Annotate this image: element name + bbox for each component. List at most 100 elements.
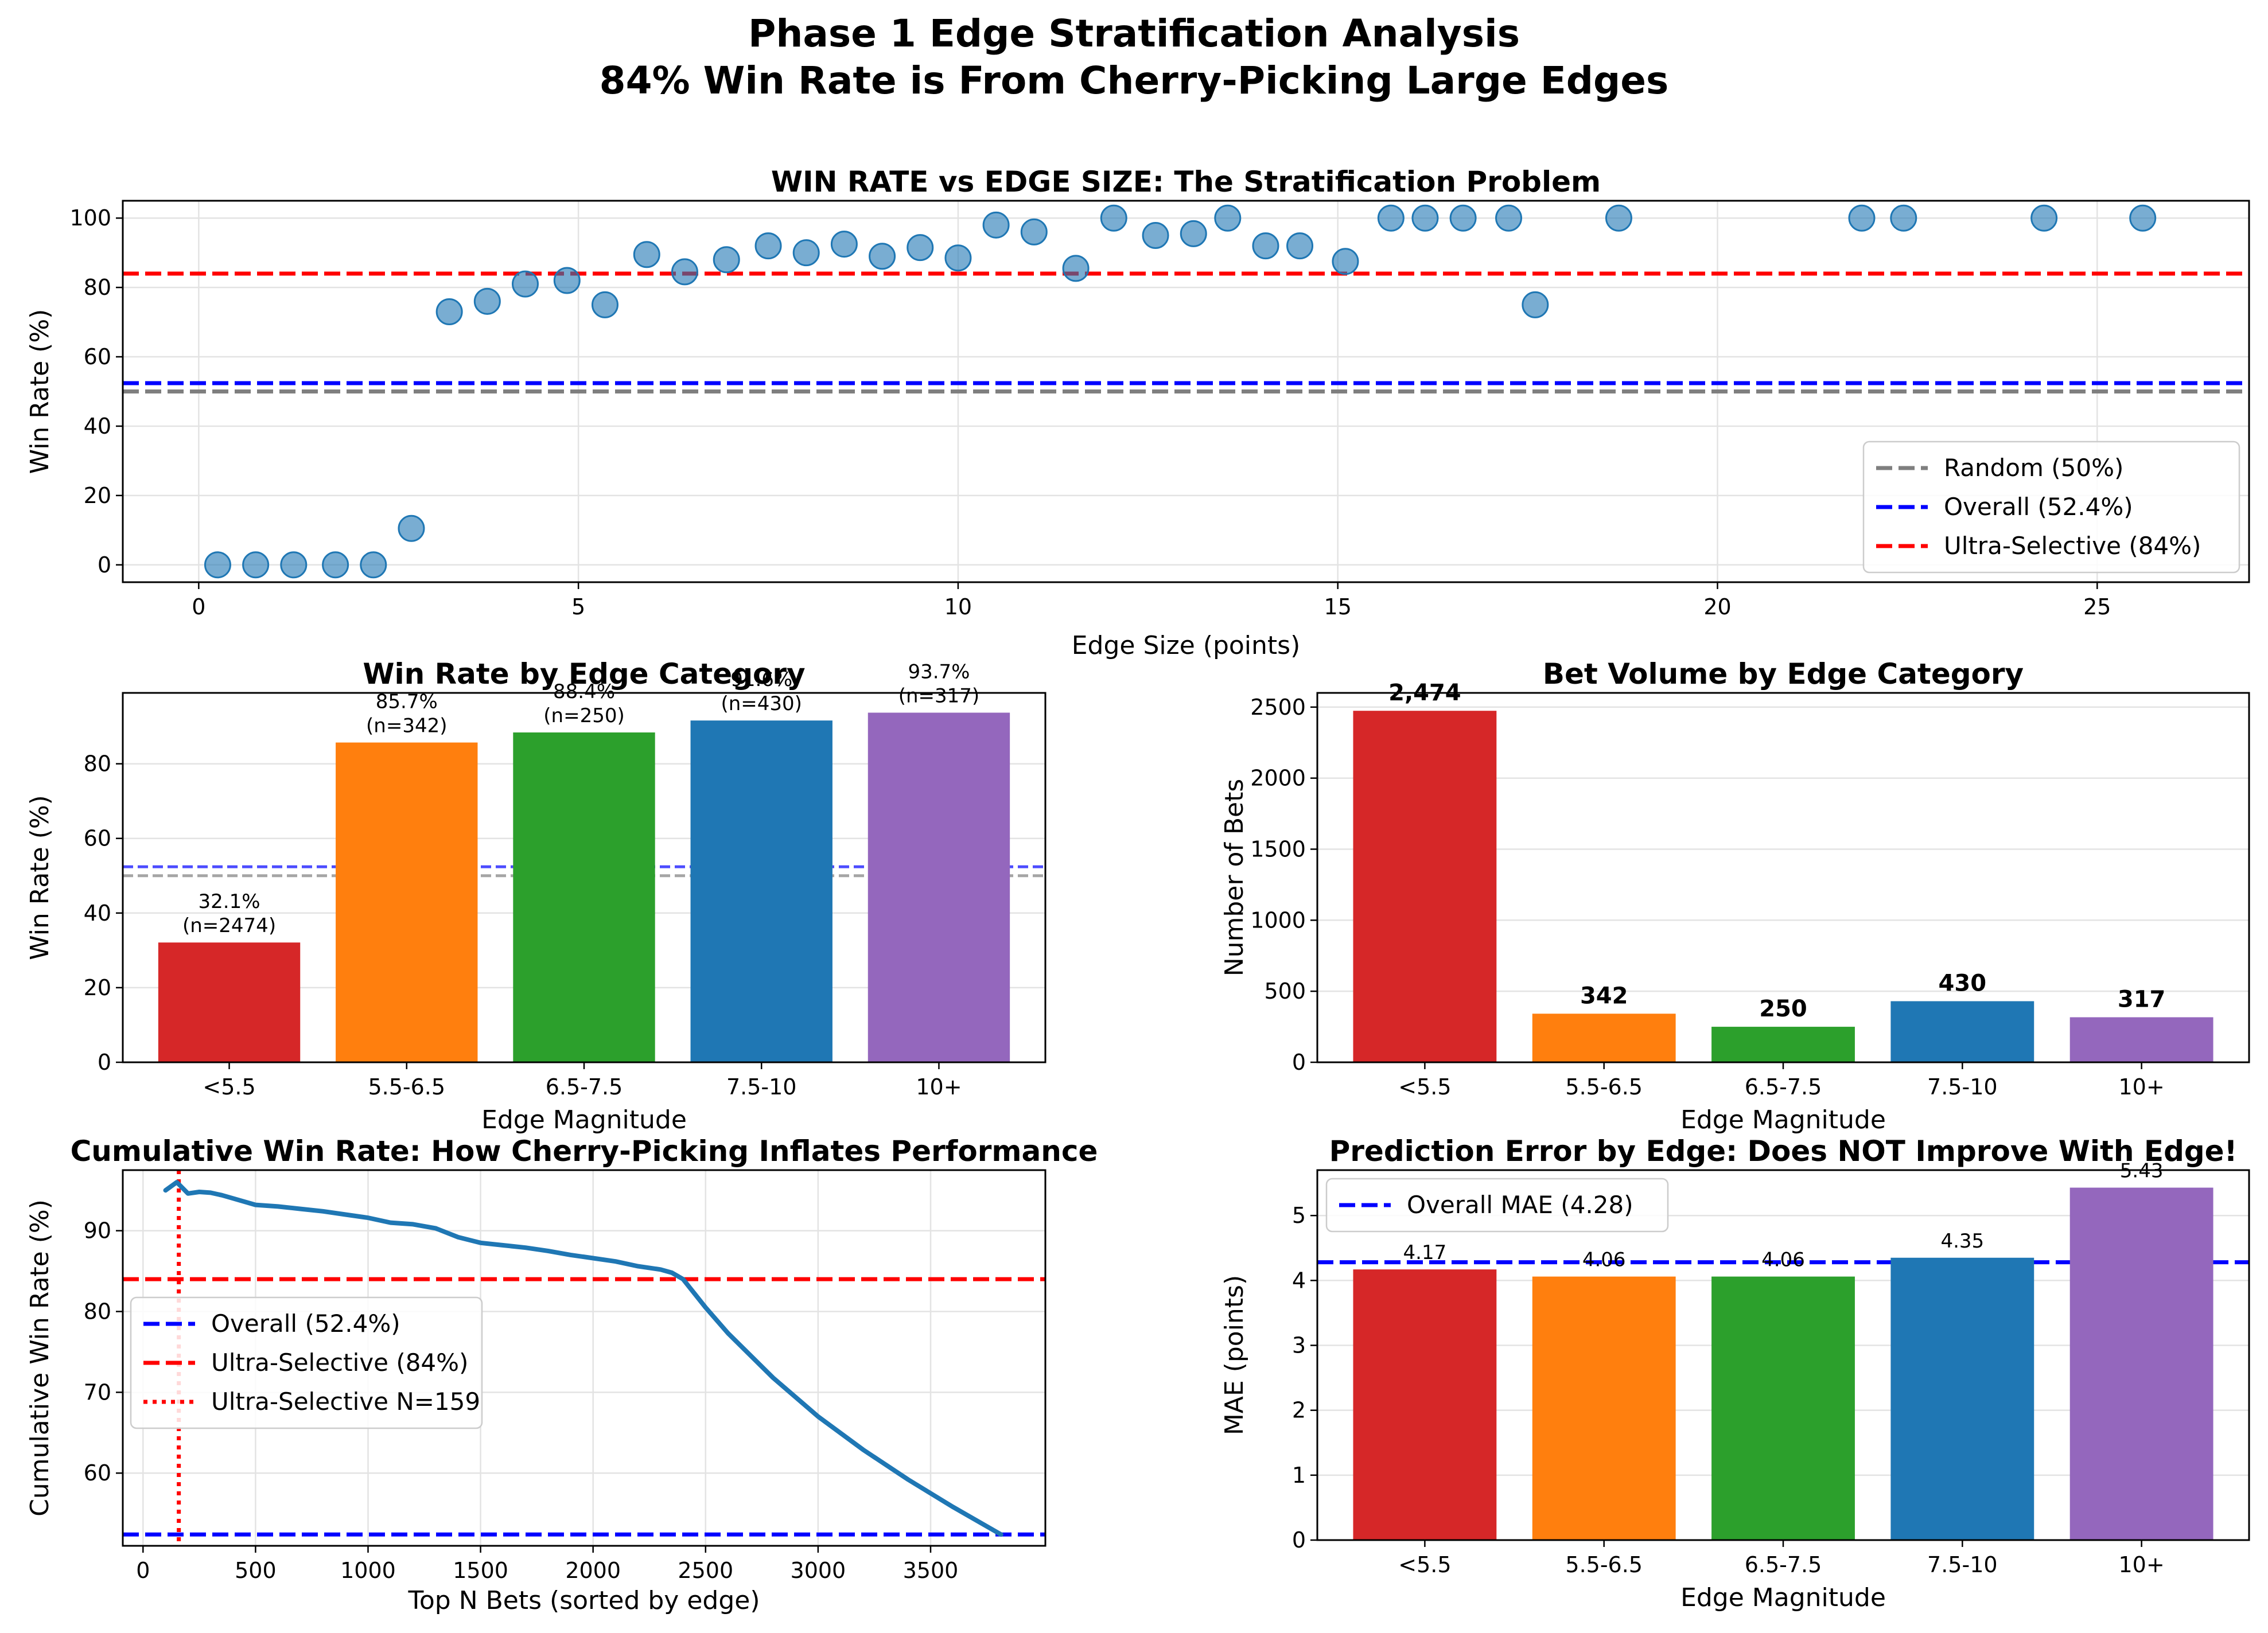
legend-label: Ultra-Selective N=159 [211,1388,480,1416]
bar [513,732,655,1062]
x-tick-label: 5.5-6.5 [1565,1552,1643,1577]
chart-title: Bet Volume by Edge Category [1543,657,2024,691]
x-tick-label: <5.5 [1398,1074,1451,1100]
scatter-point [473,287,501,315]
y-tick-label: 80 [84,275,111,300]
y-tick-label: 20 [84,483,111,508]
scatter-point [1142,221,1169,249]
x-tick-label: 3500 [903,1558,959,1583]
bar [867,712,1010,1062]
legend-label: Overall (52.4%) [1944,493,2133,521]
x-axis-label: Edge Magnitude [481,1105,687,1135]
figure-title-line-2: 84% Win Rate is From Cherry-Picking Larg… [599,59,1669,103]
scatter-point [1020,218,1048,245]
y-tick-label: 20 [84,975,111,1000]
x-tick-label: 1500 [453,1558,508,1583]
x-tick-label: 5 [571,594,585,619]
scatter-point [754,232,782,260]
y-tick-label: 0 [1292,1050,1306,1075]
x-tick-label: 6.5-7.5 [1745,1074,1822,1100]
bar [336,742,478,1062]
scatter-point [1605,204,1632,232]
bar-value-label: 88.4% [553,680,615,703]
scatter-point [1214,204,1242,232]
y-axis-label: Number of Bets [1220,779,1249,977]
x-tick-label: <5.5 [1398,1552,1451,1577]
scatter-point [280,551,308,579]
y-tick-label: 40 [84,901,111,926]
chart-bet-volume-by-category-frame [1316,692,2250,1063]
y-tick-label: 60 [84,826,111,851]
bar-value-label: 4.06 [1761,1249,1805,1272]
x-tick-label: 0 [136,1558,150,1583]
x-tick-label: 20 [1703,594,1731,619]
scatter-point [1286,232,1314,260]
y-tick-label: 60 [84,1460,111,1486]
x-tick-label: 2500 [678,1558,733,1583]
y-axis-label: Win Rate (%) [25,309,55,474]
y-tick-label: 2 [1292,1398,1306,1423]
scatter-point [830,231,858,258]
scatter-point [1522,291,1549,318]
figure-title-line-1: Phase 1 Edge Stratification Analysis [748,11,1520,56]
x-axis-label: Top N Bets (sorted by edge) [407,1586,760,1615]
chart-title: Cumulative Win Rate: How Cherry-Picking … [71,1135,1098,1168]
y-tick-label: 90 [84,1218,111,1244]
legend-label: Ultra-Selective (84%) [211,1349,468,1377]
scatter-point [1377,204,1405,232]
bar-count-label: (n=430) [721,692,802,715]
scatter-point [1062,255,1090,282]
scatter-point [435,298,463,325]
bar [1711,1276,1855,1540]
bar [1532,1276,1676,1540]
x-axis-label: Edge Magnitude [1680,1583,1886,1612]
scatter-point [1495,204,1523,232]
x-tick-label: 10+ [2119,1074,2165,1100]
chart-win-rate-by-category-frame [122,692,1047,1063]
scatter-point [633,241,660,268]
bar [2069,1017,2213,1062]
bar [1890,1001,2034,1062]
bar [1532,1014,1676,1062]
scatter-point [1449,204,1477,232]
bar [2069,1187,2213,1540]
bar-value-label: 91.6% [730,668,792,691]
chart-cumulative-win-rate-frame [122,1169,1047,1547]
scatter-point [1411,204,1439,232]
x-tick-label: 10 [944,594,972,619]
x-tick-label: 3000 [791,1558,846,1583]
scatter-point [1332,248,1359,275]
legend-box [1862,441,2240,574]
legend-label: Overall MAE (4.28) [1407,1191,1633,1219]
y-tick-label: 100 [69,205,111,231]
scatter-point [553,267,581,294]
bar-count-label: (n=2474) [182,914,276,937]
scatter-point [869,243,896,270]
chart-prediction-error-by-edge-frame [1316,1169,2250,1541]
legend-box [130,1296,483,1429]
x-tick-label: 500 [235,1558,277,1583]
chart-bet-volume-by-category: 05001000150020002500<5.52,4745.5-6.53426… [1220,657,2250,1135]
chart-prediction-error-by-edge: 0 1 2 3 4 5 <5.5 4.17 5.5-6.5 4.06 6.5-7.5 4.06 7.5-… [1220,1135,2250,1612]
x-tick-label: 10+ [916,1074,962,1100]
bar [1890,1257,2034,1540]
bar-value-label: 93.7% [908,660,970,683]
y-tick-label: 4 [1292,1268,1306,1293]
chart-win-rate-by-category: 020406080<5.532.1%(n=2474)5.5-6.585.7%(n… [25,657,1047,1135]
chart-cumulative-win-rate: 60 70 80 90 0 500 1000 1500 2000 2500 3000 3500 Cumu… [25,1135,1098,1615]
scatter-point [2129,204,2157,232]
x-tick-label: 5.5-6.5 [1565,1074,1643,1100]
bar [1353,711,1497,1062]
bar-value-label: 85.7% [376,691,438,714]
bar-count-label: (n=342) [366,715,447,738]
chart-title: Win Rate by Edge Category [363,657,805,691]
scatter-point [907,234,934,262]
scatter-point [591,291,618,318]
scatter-point [398,515,425,542]
scatter-point [1100,204,1127,232]
y-tick-label: 2500 [1250,695,1306,720]
bar-value-label: 4.06 [1582,1249,1626,1272]
y-tick-label: 40 [84,414,111,439]
y-tick-label: 60 [84,344,111,369]
